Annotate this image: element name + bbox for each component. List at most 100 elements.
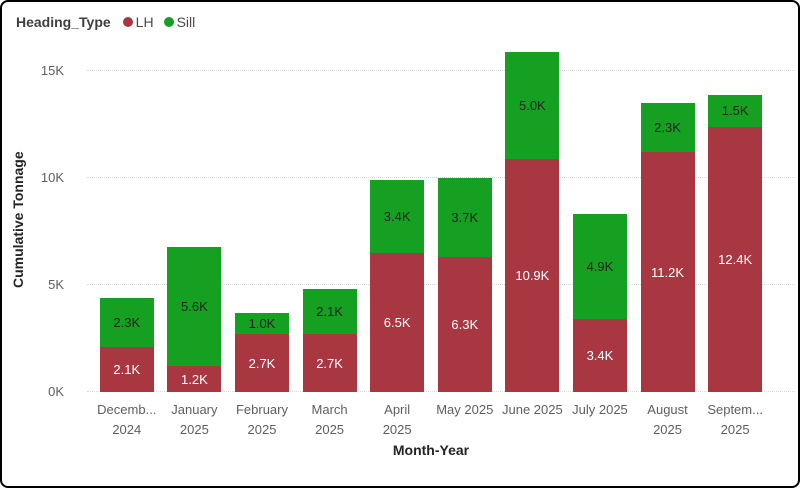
x-axis-tick-line: July 2025 xyxy=(572,402,628,417)
bar-value-label: 3.4K xyxy=(586,348,614,364)
bar-segment-sill[interactable]: 4.9K xyxy=(572,214,627,320)
bar-slot: 3.4K 6.5K xyxy=(363,47,431,392)
bar-value-label: 5.0K xyxy=(518,97,546,113)
x-axis-tick-line: May 2025 xyxy=(436,402,494,417)
x-axis-tick-label: Septem... 2025 xyxy=(701,400,769,440)
bar-segment-sill[interactable]: 3.4K xyxy=(370,180,425,253)
stacked-bar: 1.0K 2.7K xyxy=(234,312,289,392)
bar-segment-lh[interactable]: 3.4K xyxy=(572,319,627,392)
bar-value-label: 2.1K xyxy=(113,362,141,378)
bar-slot: 1.5K 12.4K xyxy=(701,47,769,392)
x-axis-tick-line: 2025 xyxy=(179,422,209,437)
bar-segment-lh[interactable]: 12.4K xyxy=(708,126,763,392)
x-axis-tick-label: January 2025 xyxy=(161,400,229,440)
x-axis-tick-label: February 2025 xyxy=(228,400,296,440)
stacked-bar: 4.9K 3.4K xyxy=(572,214,627,392)
stacked-bar: 2.1K 2.7K xyxy=(302,289,357,392)
stacked-bar: 5.6K 1.2K xyxy=(167,246,222,392)
bar-value-label: 2.7K xyxy=(316,355,343,371)
x-axis-tick-line: Septem... xyxy=(707,402,763,417)
x-axis-tick-line: 2025 xyxy=(653,422,682,437)
stacked-bar: 2.3K 11.2K xyxy=(640,103,695,392)
y-axis-tick-label: 15K xyxy=(40,63,64,78)
bar-value-label: 2.3K xyxy=(654,120,681,136)
bar-segment-lh[interactable]: 6.5K xyxy=(370,252,425,392)
stacked-bar: 1.5K 12.4K xyxy=(708,94,763,392)
bar-slot: 5.6K 1.2K xyxy=(161,47,229,392)
bar-segment-lh[interactable]: 10.9K xyxy=(505,158,560,392)
legend-item-label: Sill xyxy=(176,14,196,30)
x-axis-tick-label: Decemb... 2024 xyxy=(93,400,161,440)
bar-slot: 2.3K 11.2K xyxy=(634,47,702,392)
bar-value-label: 2.1K xyxy=(316,304,343,320)
bar-value-label: 1.0K xyxy=(248,316,276,332)
stacked-bar: 3.7K 6.3K xyxy=(437,178,492,392)
x-axis-title: Month-Year xyxy=(392,442,470,458)
bar-segment-sill[interactable]: 1.0K xyxy=(234,312,289,335)
bar-value-label: 12.4K xyxy=(718,251,753,267)
bar-value-label: 1.2K xyxy=(181,371,208,387)
bar-slot: 5.0K 10.9K xyxy=(499,47,567,392)
bar-value-label: 11.2K xyxy=(651,264,685,280)
bar-value-label: 4.9K xyxy=(586,259,614,275)
x-axis-tick-line: March xyxy=(311,402,348,417)
bar-value-label: 10.9K xyxy=(515,267,550,283)
legend-item-sill[interactable]: Sill xyxy=(163,14,196,30)
gridline xyxy=(87,70,795,71)
bar-segment-sill[interactable]: 2.3K xyxy=(99,297,154,348)
x-axis-tick-label: August 2025 xyxy=(634,400,702,440)
stacked-bar: 3.4K 6.5K xyxy=(370,180,425,392)
bar-segment-sill[interactable]: 5.0K xyxy=(505,51,560,159)
bars: 2.3K 2.1K 5.6K 1.2K 1.0K 2.7K 2.1K 2.7K 3.4K 6.5K… xyxy=(93,47,769,392)
x-axis-tick-line: February xyxy=(235,402,288,417)
stacked-bar: 2.3K 2.1K xyxy=(99,297,154,392)
x-axis-tick-line: January xyxy=(171,402,218,417)
bar-segment-lh[interactable]: 2.7K xyxy=(234,334,289,392)
bar-segment-sill[interactable]: 1.5K xyxy=(708,94,763,127)
x-axis-tick-line: 2025 xyxy=(315,422,345,437)
bar-value-label: 3.4K xyxy=(383,209,411,225)
y-axis-tick-label: 0K xyxy=(48,384,64,399)
bar-value-label: 2.3K xyxy=(113,314,141,330)
x-axis-tick-line: Decemb... xyxy=(97,402,157,417)
bar-value-label: 6.5K xyxy=(383,314,411,330)
x-axis-tick-label: July 2025 xyxy=(566,400,634,440)
x-axis-tick-line: 2025 xyxy=(720,422,750,437)
bar-value-label: 3.7K xyxy=(451,210,479,226)
bar-value-label: 5.6K xyxy=(181,298,208,314)
x-axis-ticks: Decemb... 2024 January 2025 February 2025 Marc… xyxy=(93,400,769,440)
x-axis-tick-label: June 2025 xyxy=(499,400,567,440)
legend-item-label: LH xyxy=(135,14,154,30)
bar-segment-sill[interactable]: 5.6K xyxy=(167,246,222,367)
y-axis-title: Cumulative Tonnage xyxy=(10,151,26,288)
gridline xyxy=(87,177,795,178)
x-axis-tick-line: 2025 xyxy=(382,422,412,437)
bar-slot: 3.7K 6.3K xyxy=(431,47,499,392)
x-axis-tick-line: August xyxy=(647,402,688,417)
legend-item-lh[interactable]: LH xyxy=(122,14,154,30)
bar-slot: 2.3K 2.1K xyxy=(93,47,161,392)
legend-dot-icon xyxy=(163,17,174,27)
legend-title: Heading_Type xyxy=(16,14,111,30)
bar-slot: 2.1K 2.7K xyxy=(296,47,364,392)
bar-segment-lh[interactable]: 2.1K xyxy=(99,347,154,392)
bar-segment-lh[interactable]: 11.2K xyxy=(640,152,695,392)
bar-slot: 1.0K 2.7K xyxy=(228,47,296,392)
x-axis-tick-label: April 2025 xyxy=(363,400,431,440)
legend-items: LH Sill xyxy=(122,14,196,30)
bar-segment-sill[interactable]: 3.7K xyxy=(437,178,492,258)
legend: Heading_Type LH Sill xyxy=(16,14,195,30)
bar-segment-lh[interactable]: 1.2K xyxy=(167,366,222,392)
bar-segment-lh[interactable]: 6.3K xyxy=(437,257,492,392)
bar-segment-sill[interactable]: 2.1K xyxy=(302,289,357,335)
x-axis-tick-label: March 2025 xyxy=(296,400,364,440)
bar-value-label: 1.5K xyxy=(721,103,749,119)
x-axis-tick-line: 2024 xyxy=(112,422,142,437)
x-axis-tick-line: June 2025 xyxy=(501,402,563,417)
legend-dot-icon xyxy=(122,17,133,27)
bar-segment-sill[interactable]: 2.3K xyxy=(640,103,695,153)
bar-value-label: 2.7K xyxy=(248,355,276,371)
bar-segment-lh[interactable]: 2.7K xyxy=(302,334,357,392)
y-axis-tick-label: 10K xyxy=(40,170,64,185)
